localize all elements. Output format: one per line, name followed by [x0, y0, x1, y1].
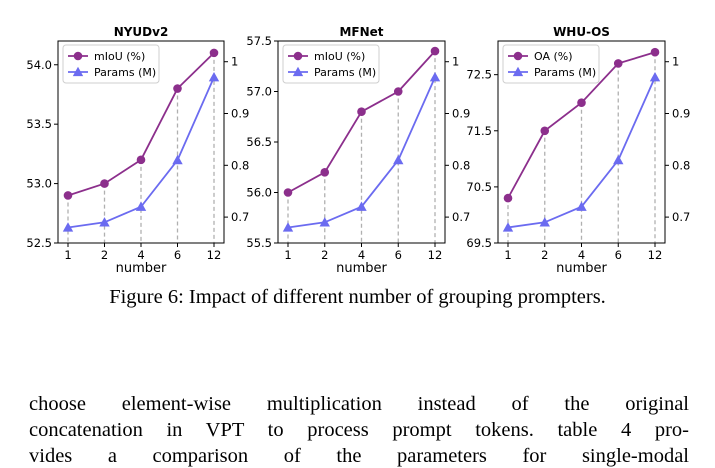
x-tick-label: 12	[648, 248, 663, 262]
legend-box	[282, 44, 380, 84]
y-right-tick-label: 0.7	[672, 210, 690, 224]
data-point	[393, 87, 403, 96]
legend-marker-1	[292, 66, 304, 77]
data-point	[283, 188, 293, 197]
y-right-tick-label: 0.9	[231, 107, 249, 121]
y-right-tick-label: 1	[672, 55, 679, 69]
legend-label-0: mIoU (%)	[314, 50, 365, 63]
legend-marker-0	[293, 51, 303, 61]
data-point	[100, 179, 109, 188]
data-point	[99, 217, 110, 227]
data-point	[649, 72, 661, 82]
x-tick-label: 1	[284, 248, 291, 262]
x-tick-label: 1	[504, 248, 511, 262]
data-point	[539, 217, 550, 227]
y-right-tick-label: 0.8	[672, 158, 690, 172]
legend-marker-0	[73, 51, 83, 61]
data-point	[613, 154, 624, 165]
y-right-tick-label: 0.8	[231, 158, 249, 172]
legend-label-1: Params (M)	[314, 66, 376, 79]
data-point	[430, 46, 440, 56]
data-point	[577, 98, 586, 108]
legend-marker-0	[513, 51, 523, 61]
x-tick-label: 4	[358, 248, 365, 262]
x-tick-label: 1	[64, 248, 71, 262]
data-point	[208, 72, 220, 82]
body-text-line-2: concatenation in VPT to process prompt t…	[29, 419, 689, 441]
x-tick-label: 2	[101, 248, 108, 262]
legend-marker-1	[72, 66, 84, 77]
data-point	[209, 48, 219, 58]
x-tick-label: 4	[578, 248, 585, 262]
x-tick-label: 12	[428, 248, 443, 262]
y-left-tick-label: 57.5	[246, 34, 272, 48]
legend-box	[502, 44, 600, 84]
data-point	[319, 217, 330, 227]
y-right-tick-label: 0.8	[452, 158, 470, 172]
data-point	[503, 193, 513, 203]
data-point	[429, 72, 441, 82]
y-left-tick-label: 56.0	[246, 186, 272, 200]
data-point	[540, 126, 550, 136]
data-point	[393, 154, 404, 165]
x-axis-label: number	[556, 261, 607, 276]
x-tick-label: 4	[137, 248, 144, 262]
y-left-tick-label: 55.5	[246, 236, 272, 250]
data-point	[135, 201, 147, 211]
chart-title: NYUDv2	[114, 25, 169, 39]
y-left-tick-label: 70.5	[466, 180, 492, 194]
y-right-tick-label: 1	[231, 55, 238, 69]
y-left-tick-label: 53.0	[26, 177, 52, 191]
y-right-tick-label: 0.7	[452, 210, 470, 224]
x-tick-label: 2	[321, 248, 328, 262]
data-point	[282, 222, 294, 232]
y-left-tick-label: 54.0	[26, 58, 52, 72]
data-point	[502, 222, 514, 232]
y-left-tick-label: 56.5	[246, 135, 272, 149]
data-point	[650, 47, 660, 57]
chart-title: MFNet	[339, 25, 383, 39]
y-right-tick-label: 0.7	[231, 210, 249, 224]
data-point	[320, 168, 330, 177]
y-left-tick-label: 52.5	[26, 236, 52, 250]
legend-label-1: Params (M)	[534, 66, 596, 79]
y-right-tick-label: 0.9	[452, 107, 470, 121]
legend-marker-1	[512, 66, 524, 77]
body-text-line-1: choose element-wise multiplication inste…	[29, 393, 689, 415]
y-right-tick-label: 1	[452, 55, 459, 69]
data-point	[62, 222, 74, 232]
data-point	[136, 155, 146, 165]
legend-label-0: mIoU (%)	[94, 50, 145, 63]
y-right-tick-label: 0.9	[672, 107, 690, 121]
y-left-tick-label: 69.5	[466, 236, 492, 250]
data-point	[172, 154, 183, 165]
x-tick-label: 12	[207, 248, 222, 262]
x-tick-label: 6	[615, 248, 622, 262]
y-left-tick-label: 71.5	[466, 124, 492, 138]
x-tick-label: 2	[541, 248, 548, 262]
body-text-line-3: vides a comparison of the parameters for…	[29, 445, 689, 467]
data-point	[63, 191, 73, 200]
x-axis-label: number	[336, 261, 387, 276]
chart-title: WHU-OS	[553, 25, 610, 39]
y-left-tick-label: 53.5	[26, 117, 52, 131]
data-point	[576, 201, 587, 211]
y-left-tick-label: 72.5	[466, 68, 492, 82]
x-tick-label: 6	[174, 248, 181, 262]
data-point	[356, 201, 367, 211]
data-point	[173, 84, 182, 93]
chart-panel-whu-os: WHU-OS1 2 4 6 12number69.570.571.572.50.70.8…	[466, 25, 690, 276]
figure-caption: Figure 6: Impact of different number of …	[109, 286, 606, 308]
data-point	[357, 107, 366, 116]
x-tick-label: 6	[395, 248, 402, 262]
legend-label-1: Params (M)	[94, 66, 156, 79]
data-point	[613, 59, 623, 68]
x-axis-label: number	[116, 261, 167, 276]
y-left-tick-label: 57.0	[246, 85, 272, 99]
legend-label-0: OA (%)	[534, 50, 573, 63]
legend-box	[62, 44, 160, 84]
